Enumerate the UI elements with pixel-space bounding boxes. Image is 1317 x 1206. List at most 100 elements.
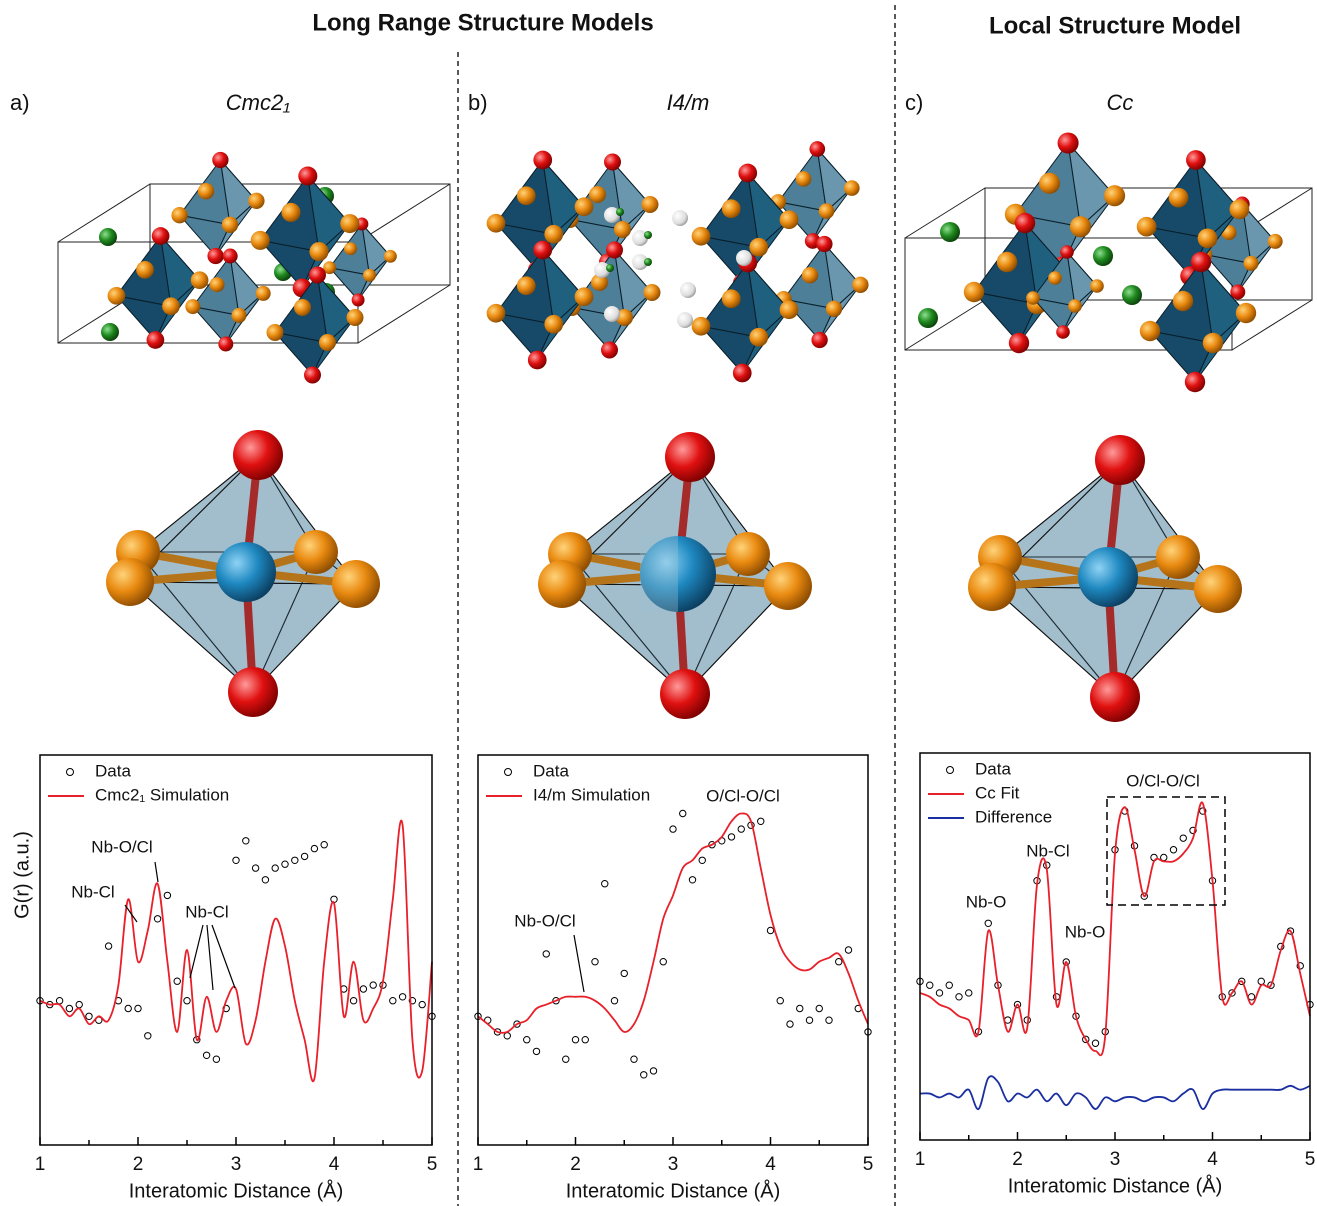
atom xyxy=(1093,246,1113,266)
atom xyxy=(736,250,752,266)
data-point xyxy=(105,943,111,949)
atom xyxy=(733,364,752,383)
data-point xyxy=(524,1037,530,1043)
data-point xyxy=(504,1033,510,1039)
data-point xyxy=(592,959,598,965)
x-tick-label: 4 xyxy=(765,1154,776,1175)
atom xyxy=(1198,228,1218,248)
data-point xyxy=(399,994,405,1000)
atom xyxy=(1186,150,1206,170)
atom xyxy=(819,203,835,219)
data-point xyxy=(758,818,764,824)
x-tick-label: 1 xyxy=(473,1154,484,1175)
legend-marker xyxy=(67,769,74,776)
atom xyxy=(352,294,365,307)
data-point xyxy=(1258,978,1264,984)
data-point xyxy=(1180,835,1186,841)
atom xyxy=(1194,565,1242,613)
atom xyxy=(1173,291,1193,311)
space-group: Cc xyxy=(1107,90,1134,115)
annotation: Nb-O xyxy=(966,892,1007,911)
data-point xyxy=(621,970,627,976)
atom xyxy=(997,252,1017,272)
data-point xyxy=(966,990,972,996)
atom xyxy=(99,228,117,246)
atom xyxy=(1060,245,1074,259)
data-point xyxy=(301,853,307,859)
data-point xyxy=(670,826,676,832)
atom xyxy=(294,530,338,574)
data-point xyxy=(611,998,617,1004)
atom xyxy=(692,227,711,246)
atom xyxy=(692,317,711,336)
legend-label: Cmc2₁ Simulation xyxy=(95,785,229,804)
atom xyxy=(222,217,238,233)
data-point xyxy=(660,959,666,965)
legend-label: I4/m Simulation xyxy=(533,785,650,804)
atom xyxy=(363,269,376,282)
data-point xyxy=(641,1072,647,1078)
atom xyxy=(1191,252,1211,272)
series-line xyxy=(920,802,1310,1055)
legend-label: Cc Fit xyxy=(975,783,1020,802)
annotation: Nb-Cl xyxy=(185,902,228,921)
atom xyxy=(210,277,225,292)
atom xyxy=(340,214,359,233)
data-point xyxy=(282,861,288,867)
data-point xyxy=(936,990,942,996)
data-point xyxy=(125,1005,131,1011)
atom xyxy=(384,250,397,263)
atom xyxy=(1122,285,1142,305)
atom xyxy=(281,203,300,222)
atom xyxy=(533,151,552,170)
x-tick-label: 4 xyxy=(1207,1149,1218,1170)
space-group: I4/m xyxy=(667,90,710,115)
data-point xyxy=(203,1052,209,1058)
atom xyxy=(232,308,247,323)
data-point xyxy=(836,959,842,965)
atom xyxy=(171,207,187,223)
atom xyxy=(298,166,317,185)
data-point xyxy=(252,865,258,871)
atom xyxy=(764,562,812,610)
unit-cell xyxy=(905,300,985,350)
legend-label: Data xyxy=(533,761,569,780)
data-point xyxy=(1170,847,1176,853)
atom xyxy=(802,267,818,283)
plot-frame xyxy=(478,755,868,1145)
annotation-pointer xyxy=(207,925,213,990)
atom xyxy=(644,231,652,239)
page: Long Range Structure Models Local Struct… xyxy=(0,0,1317,1206)
atom xyxy=(191,271,209,289)
data-point xyxy=(845,947,851,953)
annotation: O/Cl-O/Cl xyxy=(706,786,780,805)
atom xyxy=(517,186,536,205)
data-point xyxy=(243,838,249,844)
annotation: Nb-Cl xyxy=(1026,841,1069,860)
atom xyxy=(1185,372,1205,392)
atom xyxy=(1203,333,1223,353)
data-point xyxy=(797,1005,803,1011)
plot-frame xyxy=(40,755,432,1145)
atom xyxy=(136,261,154,279)
atom xyxy=(332,560,380,608)
atom xyxy=(533,241,552,260)
atom xyxy=(1268,234,1283,249)
data-point xyxy=(533,1048,539,1054)
atom xyxy=(1078,547,1138,607)
atom xyxy=(1039,173,1060,194)
x-axis-label: Interatomic Distance (Å) xyxy=(1008,1174,1223,1197)
atom xyxy=(809,141,825,157)
data-point xyxy=(213,1056,219,1062)
atom xyxy=(780,300,799,319)
atom xyxy=(616,208,624,216)
annotation-pointer xyxy=(212,925,235,988)
atom xyxy=(722,199,741,218)
atom xyxy=(644,284,661,301)
atom xyxy=(223,249,238,264)
data-point xyxy=(76,1001,82,1007)
data-point xyxy=(135,1005,141,1011)
section-header: Long Range Structure Models xyxy=(312,9,653,36)
atom xyxy=(604,154,621,171)
unit-cell xyxy=(358,285,450,343)
